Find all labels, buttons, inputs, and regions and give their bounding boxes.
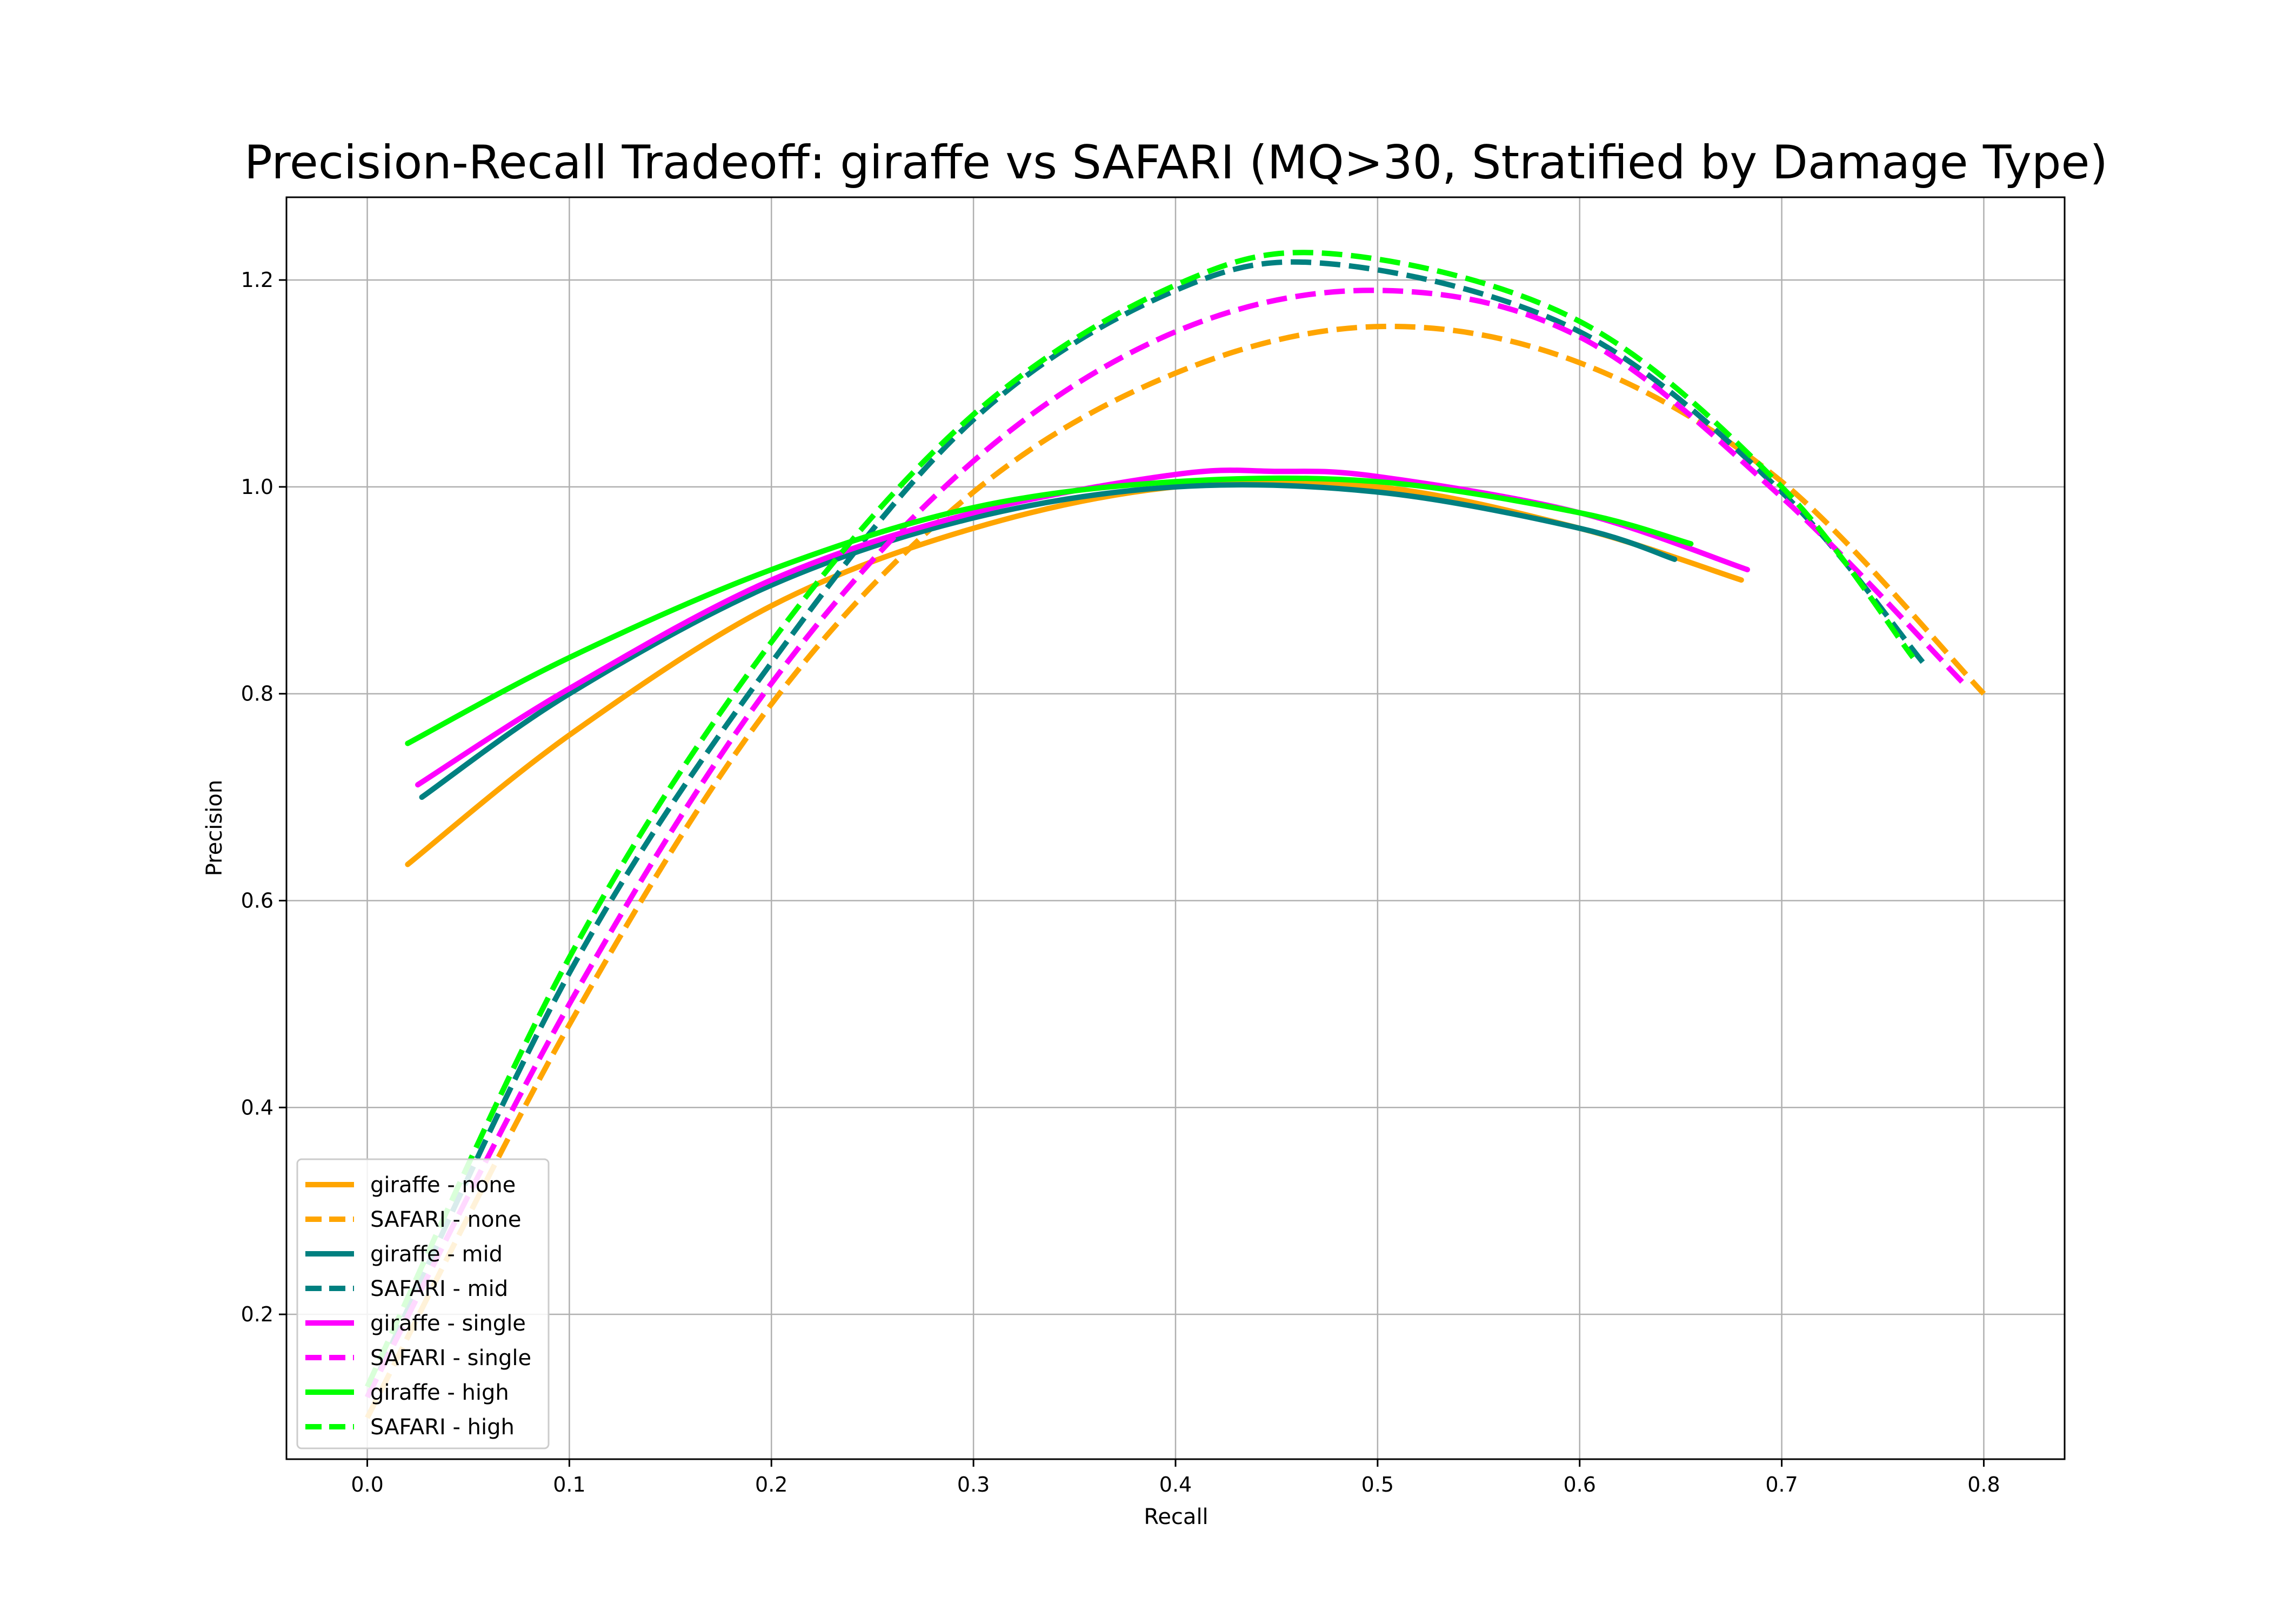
x-tick-label: 0.7 [1765, 1473, 1798, 1496]
x-tick-label: 0.0 [351, 1473, 383, 1496]
legend-box [296, 1158, 550, 1449]
legend-items: giraffe - none SAFARI - none giraffe - mid… [305, 1173, 531, 1440]
y-tick-label: 1.2 [241, 268, 273, 292]
y-axis-ticks: 0.2 0.4 0.6 0.8 1.0 1.2 [241, 268, 286, 1326]
series-line-safari-high [364, 250, 1915, 1388]
y-tick-label: 0.8 [241, 682, 273, 706]
series-line-safari-single [365, 288, 1966, 1399]
x-tick-label: 0.6 [1564, 1473, 1596, 1496]
legend-label: SAFARI - high [370, 1415, 515, 1440]
x-tick-label: 0.1 [553, 1473, 585, 1496]
series-line-giraffe-mid [419, 482, 1678, 800]
legend-label: giraffe - mid [370, 1242, 503, 1267]
series-line-safari-mid [364, 259, 1926, 1399]
legend: giraffe - none SAFARI - none giraffe - mid… [296, 1158, 550, 1449]
x-tick-label: 0.4 [1159, 1473, 1192, 1496]
y-tick-label: 0.6 [241, 888, 273, 912]
legend-label: giraffe - none [370, 1173, 516, 1198]
x-tick-label: 0.3 [957, 1473, 990, 1496]
series-line-safari-none [365, 323, 1986, 1419]
legend-label: SAFARI - none [370, 1207, 521, 1232]
x-tick-label: 0.8 [1967, 1473, 2000, 1496]
series-layer [364, 250, 1986, 1419]
x-tick-label: 0.2 [755, 1473, 787, 1496]
legend-label: giraffe - single [370, 1311, 526, 1336]
legend-label: SAFARI - single [370, 1346, 531, 1371]
series-line-giraffe-high [405, 475, 1694, 746]
x-axis-label: Recall [1144, 1505, 1208, 1529]
chart-title: Precision-Recall Tradeoff: giraffe vs SA… [244, 136, 2108, 190]
legend-label: giraffe - high [370, 1380, 509, 1405]
y-tick-label: 0.4 [241, 1095, 273, 1119]
x-tick-label: 0.5 [1361, 1473, 1394, 1496]
x-axis-ticks: 0.0 0.1 0.2 0.3 0.4 0.5 0.6 0.7 0.8 [351, 1459, 2000, 1496]
legend-label: SAFARI - mid [370, 1277, 508, 1301]
y-axis-label: Precision [202, 780, 227, 876]
y-tick-label: 1.0 [241, 475, 273, 499]
y-tick-label: 0.2 [241, 1302, 273, 1326]
